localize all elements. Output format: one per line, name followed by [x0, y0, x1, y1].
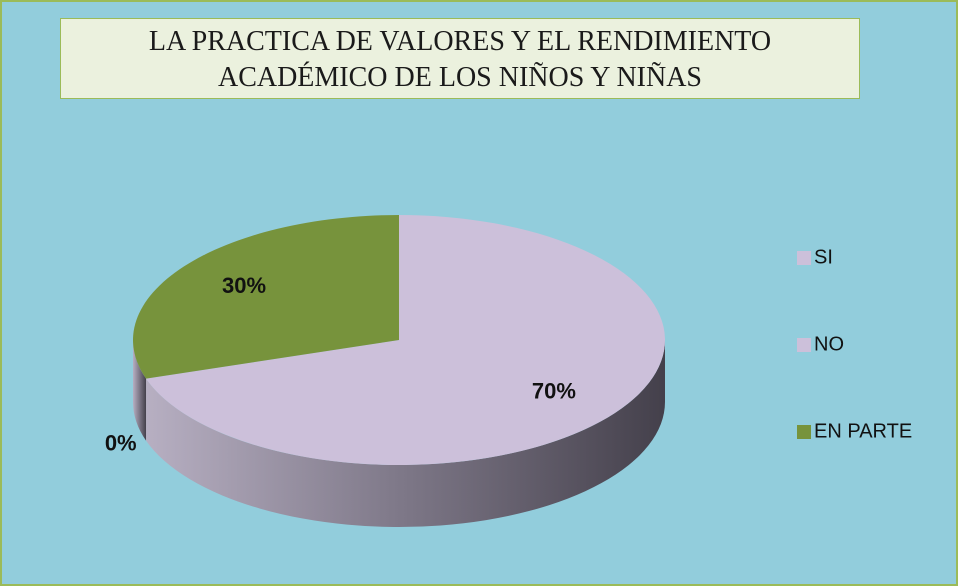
slice — [132, 215, 399, 379]
slice-side — [146, 340, 665, 527]
legend-label: EN PARTE — [814, 420, 912, 442]
value-label: 30% — [222, 273, 266, 298]
legend-swatch — [797, 251, 811, 265]
legend-label: NO — [814, 333, 844, 355]
value-label: 0% — [105, 430, 137, 455]
slice — [146, 215, 665, 465]
legend-label: SI — [814, 246, 833, 268]
legend-swatch — [797, 338, 811, 352]
slice-side — [133, 340, 147, 441]
chart-title: LA PRACTICA DE VALORES Y EL RENDIMIENTO … — [60, 18, 860, 99]
value-label: 70% — [532, 379, 576, 404]
legend-swatch — [797, 425, 811, 439]
